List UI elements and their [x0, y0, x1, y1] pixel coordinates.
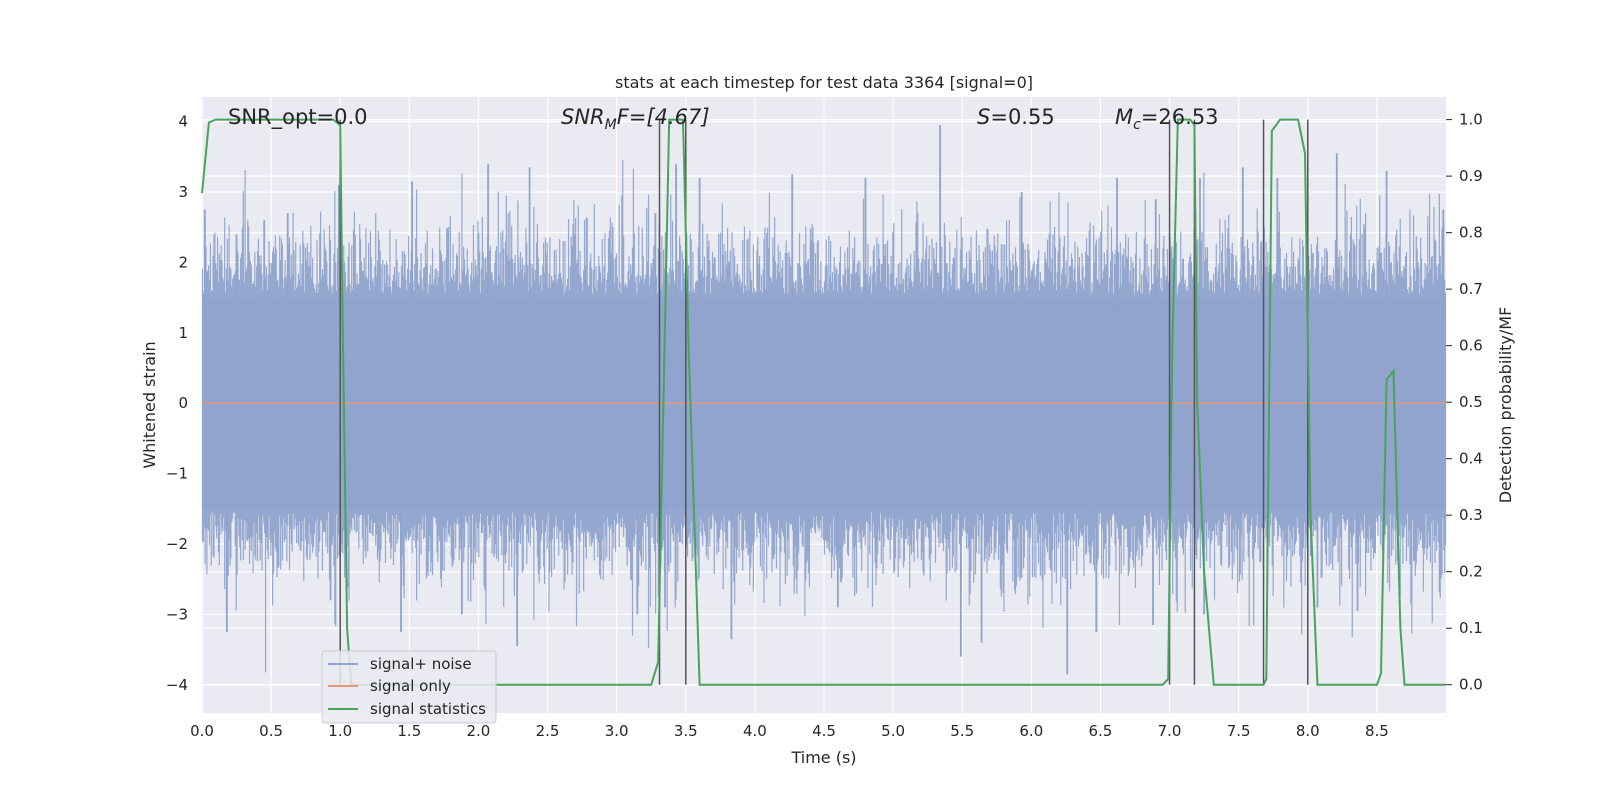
y-left-tick-label: 2 — [178, 253, 188, 271]
x-tick-label: 2.0 — [467, 722, 491, 740]
y-right-axis-label: Detection probability/MF — [1496, 307, 1515, 504]
annotation-snr-mf-sub: M — [605, 117, 617, 133]
y-left-tick-label: 1 — [178, 324, 188, 342]
x-tick-label: 7.5 — [1227, 722, 1251, 740]
y-left-tick-label: −2 — [166, 535, 188, 553]
legend-box — [321, 650, 497, 724]
y-right-tick-label: 0.1 — [1459, 619, 1483, 637]
legend-label-signal-statistics: signal statistics — [370, 700, 486, 718]
x-tick-label: 0.0 — [190, 722, 214, 740]
y-right-tick-label: 0.8 — [1459, 224, 1483, 242]
y-right-tick-label: 0.2 — [1459, 563, 1483, 581]
annotation-snr-mf-base: SNR — [561, 105, 605, 129]
x-tick-label: 1.5 — [397, 722, 421, 740]
y-right-tick-label: 0.0 — [1459, 676, 1483, 694]
y-left-tick-label: −1 — [166, 465, 188, 483]
x-tick-label: 5.0 — [881, 722, 905, 740]
annotation-s: S=0.55 — [977, 105, 1055, 129]
x-tick-label: 3.0 — [605, 722, 629, 740]
x-tick-label: 7.0 — [1158, 722, 1182, 740]
x-tick-label: 4.5 — [812, 722, 836, 740]
x-tick-label: 0.5 — [259, 722, 283, 740]
x-tick-label: 8.0 — [1296, 722, 1320, 740]
chart-title: stats at each timestep for test data 336… — [615, 73, 1033, 92]
y-left-tick-label: −3 — [166, 605, 188, 623]
y-right-tick-label: 0.3 — [1459, 506, 1483, 524]
y-left-tick-label: 3 — [178, 183, 188, 201]
y-right-tick-label: 0.4 — [1459, 450, 1483, 468]
y-left-axis-label: Whitened strain — [140, 341, 159, 468]
x-tick-label: 5.5 — [950, 722, 974, 740]
y-left-tick-label: 4 — [178, 113, 188, 131]
y-right-tick-label: 0.6 — [1459, 337, 1483, 355]
y-right-tick-label: 1.0 — [1459, 111, 1483, 129]
y-left-tick-label: 0 — [178, 394, 188, 412]
annotation-mc-var: M — [1115, 105, 1133, 129]
annotation-mc-value: =26.53 — [1141, 105, 1219, 129]
x-tick-label: 8.5 — [1365, 722, 1389, 740]
y-right-axis-ticks: 0.0 0.1 0.2 0.3 0.4 0.5 0.6 0.7 0.8 0.9 1.0 — [1446, 111, 1483, 694]
legend-label-signal-noise: signal+ noise — [370, 655, 472, 673]
annotation-snr-opt: SNR_opt=0.0 — [228, 105, 368, 130]
y-left-tick-label: −4 — [166, 676, 188, 694]
annotation-snr-mf-rest-f: F=[4.67] — [617, 105, 710, 129]
x-axis-ticks: 0.0 0.5 1.0 1.5 2.0 2.5 3.0 3.5 4.0 4.5 5.0 5.5 6.0 6… — [190, 722, 1389, 740]
y-right-tick-label: 0.7 — [1459, 280, 1483, 298]
annotation-snr-mf: SNRMF=[4.67] — [561, 105, 710, 133]
x-tick-label: 6.0 — [1019, 722, 1043, 740]
y-right-tick-label: 0.9 — [1459, 167, 1483, 185]
x-tick-label: 3.5 — [674, 722, 698, 740]
legend-label-signal-only: signal only — [370, 677, 451, 695]
y-right-tick-label: 0.5 — [1459, 393, 1483, 411]
annotation-mc: Mc=26.53 — [1115, 105, 1219, 133]
annotation-mc-sub: c — [1133, 117, 1141, 133]
annotation-s-var: S — [977, 105, 990, 129]
x-tick-label: 2.5 — [536, 722, 560, 740]
x-tick-label: 4.0 — [743, 722, 767, 740]
x-axis-label: Time (s) — [790, 748, 856, 767]
x-tick-label: 6.5 — [1089, 722, 1113, 740]
x-tick-label: 1.0 — [328, 722, 352, 740]
y-left-axis-ticks: −4 −3 −2 −1 0 1 2 3 4 — [166, 113, 188, 694]
legend: signal+ noise signal only signal statist… — [321, 650, 497, 724]
annotation-s-value: =0.55 — [990, 105, 1054, 129]
